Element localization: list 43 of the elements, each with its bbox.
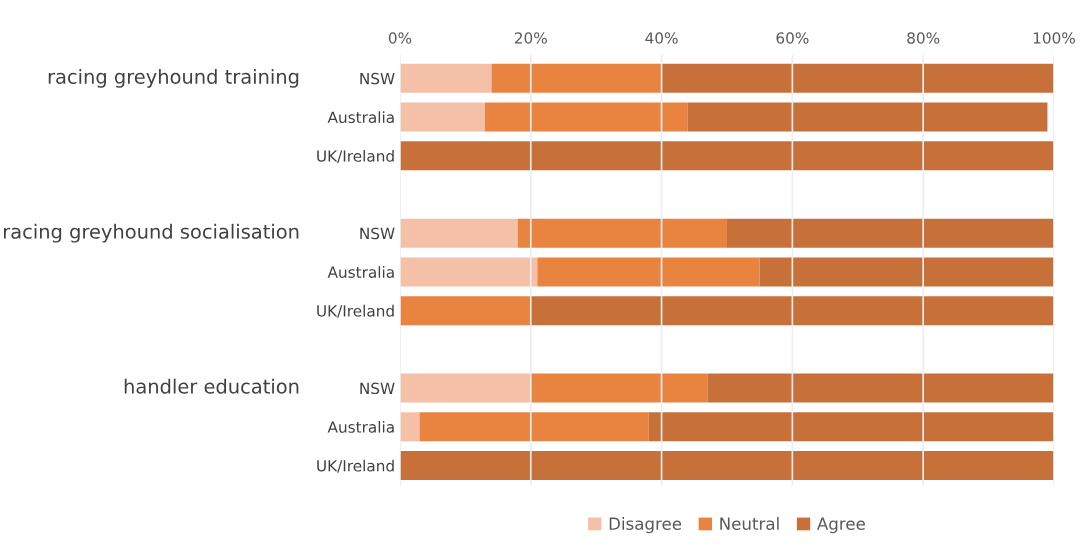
bar bbox=[419, 412, 649, 442]
y-tick-label: Australia bbox=[327, 111, 394, 124]
legend-label: Disagree bbox=[609, 517, 682, 534]
text: handler education bbox=[124, 378, 299, 394]
bar bbox=[399, 412, 420, 442]
text: racing greyhound socialisation bbox=[3, 223, 299, 243]
y-tick-label: UK/Ireland bbox=[317, 459, 394, 473]
bar bbox=[537, 257, 760, 287]
x-tick-label: 100% bbox=[1033, 32, 1075, 44]
bar bbox=[707, 373, 1054, 403]
x-tick-label: 60% bbox=[776, 32, 809, 44]
x-tick-label: 40% bbox=[645, 32, 678, 44]
x-tick-label: 80% bbox=[907, 32, 940, 44]
bar bbox=[484, 102, 688, 132]
bar bbox=[517, 218, 727, 248]
bar bbox=[491, 63, 662, 93]
bar bbox=[399, 141, 1054, 171]
y-tick-label: UK/Ireland bbox=[317, 149, 394, 163]
bar bbox=[399, 451, 1054, 481]
x-tick-label: 20% bbox=[514, 32, 547, 44]
y-tick-label: NSW bbox=[360, 382, 395, 395]
bar bbox=[399, 257, 538, 287]
bar bbox=[530, 296, 1054, 326]
bar bbox=[687, 102, 1048, 132]
x-tick-label: 0% bbox=[388, 32, 412, 44]
y-tick-label: NSW bbox=[360, 72, 395, 85]
y-tick-label: NSW bbox=[360, 227, 395, 240]
legend-label: Agree bbox=[817, 517, 865, 534]
bar bbox=[399, 373, 531, 403]
legend-label: Neutral bbox=[720, 517, 779, 530]
bar bbox=[661, 63, 1054, 93]
bar bbox=[399, 102, 485, 132]
y-tick-label: UK/Ireland bbox=[317, 304, 394, 318]
y-tick-label: Australia bbox=[327, 421, 394, 433]
bar bbox=[530, 373, 708, 403]
y-tick-label: Australia bbox=[327, 266, 394, 278]
bar bbox=[726, 218, 1054, 248]
bar bbox=[399, 63, 492, 93]
bar bbox=[648, 412, 1054, 442]
bar bbox=[399, 296, 531, 326]
text: racing greyhound training bbox=[48, 68, 299, 88]
bar bbox=[399, 218, 518, 248]
bar bbox=[759, 257, 1054, 287]
